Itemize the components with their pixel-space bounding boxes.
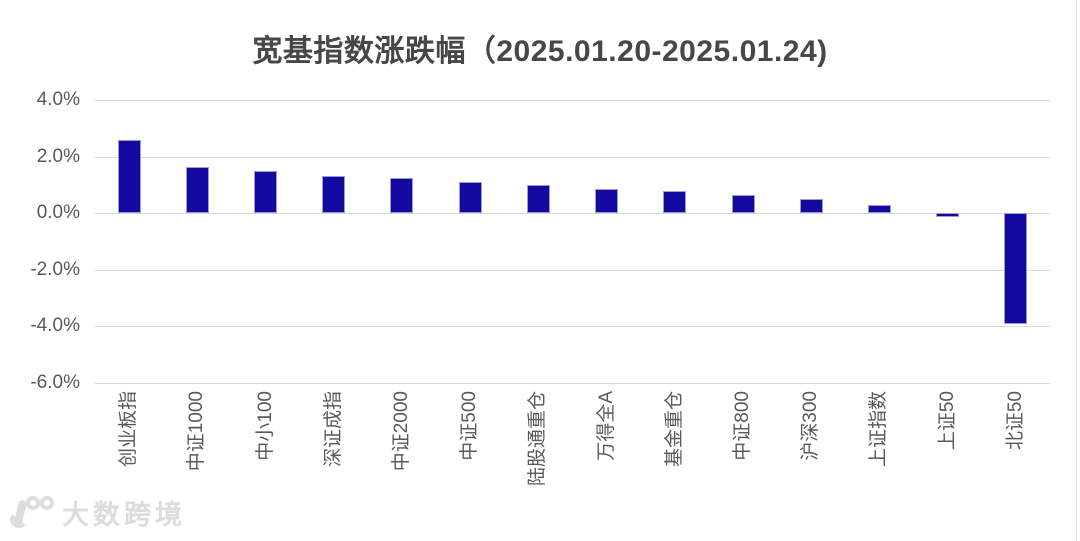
- x-cell: 上证50: [913, 391, 981, 539]
- x-cell: 基金重仓: [641, 391, 709, 539]
- watermark-text: 大数跨境: [62, 499, 186, 530]
- gridline: [95, 383, 1050, 384]
- y-tick-label: -2.0%: [30, 258, 80, 280]
- x-tick-label: 北证50: [1004, 391, 1026, 451]
- bar-基金重仓: [663, 190, 687, 214]
- x-cell: 沪深300: [777, 391, 845, 539]
- bar-上证指数: [867, 204, 891, 214]
- right-edge-divider: [1076, 0, 1077, 541]
- bar-中证800: [731, 194, 755, 214]
- x-tick-label: 基金重仓: [663, 391, 685, 468]
- x-tick-label: 陆股通重仓: [527, 391, 549, 487]
- bar-创业板指: [117, 139, 141, 214]
- x-tick-label: 中证800: [731, 391, 753, 461]
- x-tick-label: 中证500: [459, 391, 481, 461]
- x-tick-label: 中证2000: [390, 391, 412, 472]
- x-tick-label: 上证指数: [868, 391, 890, 468]
- watermark: 大数跨境: [8, 492, 186, 532]
- bar-中证500: [458, 182, 482, 214]
- gridline: [95, 326, 1050, 328]
- x-axis: 创业板指 中证1000 中小100 深证成指 中证2000 中证500 陆股通重仓 万得全A 基…: [95, 391, 1050, 539]
- chart-title: 宽基指数涨跌幅（2025.01.20-2025.01.24): [252, 35, 828, 68]
- y-tick-label: -4.0%: [30, 315, 80, 337]
- x-tick-label: 沪深300: [800, 391, 822, 461]
- x-tick-label: 上证50: [936, 391, 958, 451]
- bar-沪深300: [799, 199, 823, 214]
- bar-北证50: [1004, 213, 1028, 324]
- y-tick-label: 4.0%: [36, 89, 80, 110]
- gridline: [95, 156, 1050, 158]
- x-cell: 中证800: [709, 391, 777, 539]
- watermark-logo-icon: [8, 492, 54, 532]
- y-tick-label: 0.0%: [36, 202, 80, 224]
- x-cell: 北证50: [982, 391, 1050, 539]
- x-cell: 深证成指: [300, 391, 368, 539]
- x-cell: 陆股通重仓: [504, 391, 572, 539]
- gridline: [95, 269, 1050, 271]
- y-axis: 4.0% 2.0% 0.0% -2.0% -4.0% -6.0%: [0, 89, 86, 393]
- x-cell: 中小100: [231, 391, 299, 539]
- y-tick-label: 2.0%: [36, 145, 80, 167]
- x-cell: 上证指数: [845, 391, 913, 539]
- plot-area: [95, 100, 1050, 384]
- bar-上证50: [936, 213, 960, 218]
- y-tick-label: -6.0%: [30, 372, 80, 393]
- bar-陆股通重仓: [526, 184, 550, 214]
- x-tick-label: 中小100: [254, 391, 276, 461]
- bar-中小100: [254, 170, 278, 214]
- x-cell: 中证2000: [368, 391, 436, 539]
- gridline: [95, 213, 1050, 215]
- gridline: [95, 100, 1050, 101]
- x-tick-label: 中证1000: [186, 391, 208, 472]
- bar-深证成指: [322, 176, 346, 214]
- bar-中证1000: [185, 166, 209, 214]
- bar-万得全A: [595, 189, 619, 214]
- x-cell: 万得全A: [572, 391, 640, 539]
- bar-中证2000: [390, 177, 414, 214]
- x-tick-label: 万得全A: [595, 391, 617, 461]
- x-cell: 中证500: [436, 391, 504, 539]
- x-tick-label: 深证成指: [322, 391, 344, 468]
